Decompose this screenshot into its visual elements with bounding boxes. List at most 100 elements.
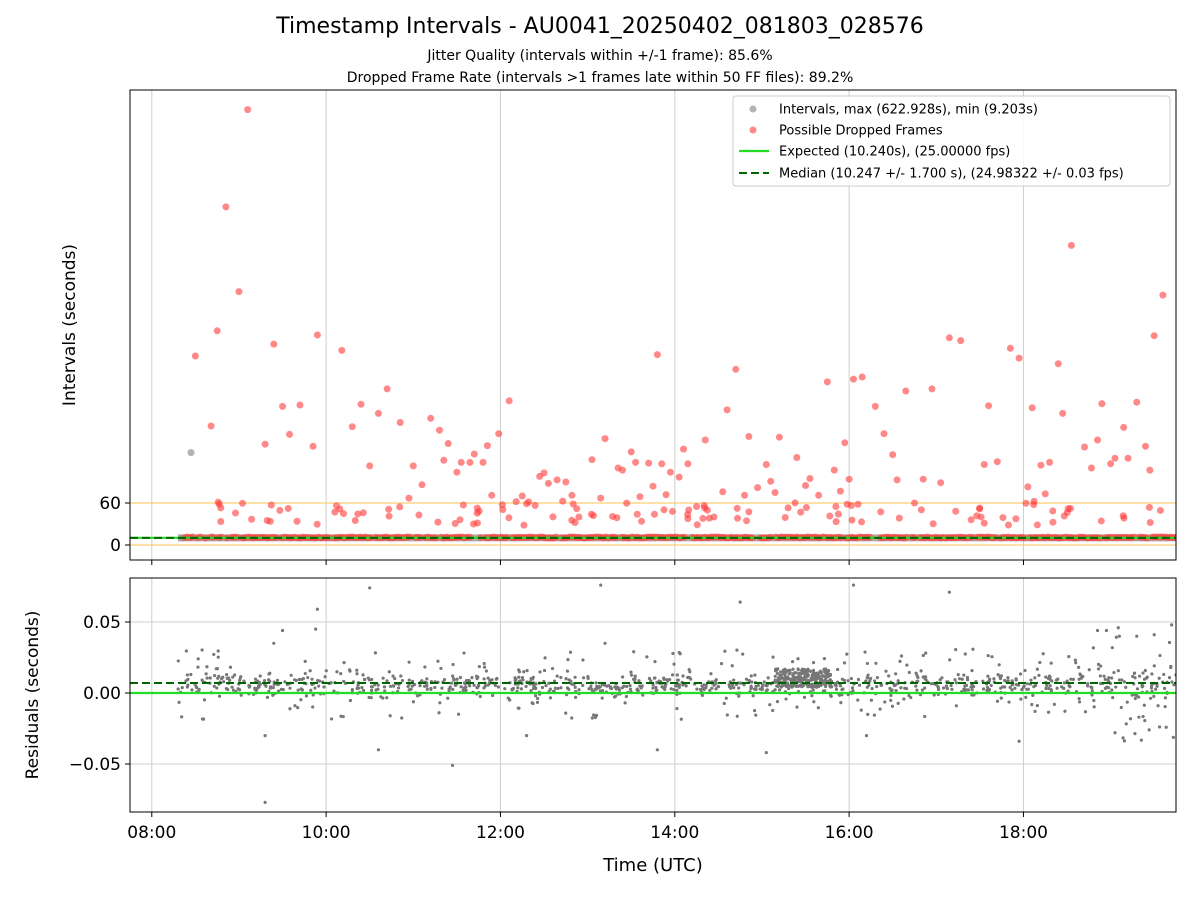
residual-point-343 [533, 694, 538, 698]
dropped-point-115 [1087, 464, 1095, 472]
residual-point-251 [361, 673, 365, 677]
residual-point-736 [391, 684, 396, 688]
residual-point-564 [440, 686, 444, 690]
residual-point-506 [811, 688, 815, 692]
dropped-low-point-69 [531, 501, 539, 509]
residual-point-151 [543, 656, 547, 660]
dropped-point-91 [889, 451, 897, 459]
residual-point-556 [709, 672, 713, 676]
dropped-low-point-42 [832, 518, 840, 526]
residual-point-394 [226, 676, 231, 680]
dropped-point-96 [928, 385, 936, 393]
x-tick-label-16:00: 16:00 [825, 823, 874, 843]
residual-point-851 [1049, 661, 1053, 665]
dropped-low-point-80 [843, 500, 851, 508]
dropped-low-point-37 [505, 514, 513, 522]
residual-point-319 [954, 681, 958, 685]
residual-point-393 [676, 678, 680, 682]
dropped-point-35 [495, 430, 503, 438]
residual-point-308 [355, 672, 359, 676]
residual-point-1077 [765, 688, 769, 692]
residuals-panel: 0.05 0.00 −0.05 08:00 10:00 12:00 14:00 16:00 18… [23, 577, 1177, 876]
residual-point-1281 [787, 672, 791, 676]
residual-point-270 [632, 650, 636, 654]
residual-point-16 [1048, 684, 1052, 688]
residual-point-209 [929, 682, 933, 686]
residual-point-691 [950, 687, 954, 691]
residual-point-562 [590, 716, 594, 720]
residual-point-392 [1018, 672, 1023, 676]
dropped-point-108 [1037, 461, 1045, 469]
dropped-low-point-50 [609, 512, 617, 520]
residual-point-943 [446, 696, 450, 700]
residual-point-159 [1007, 700, 1011, 704]
residual-outlier-21 [1135, 634, 1139, 638]
top-y-axis-label: Intervals (seconds) [60, 244, 80, 406]
dropped-point-2 [235, 288, 243, 296]
dropped-point-41 [540, 469, 548, 477]
dropped-low-point-79 [1064, 505, 1072, 513]
residual-outlier-9 [603, 641, 607, 645]
residual-point-913 [348, 698, 353, 703]
residual-point-263 [981, 687, 986, 691]
residual-point-249 [762, 680, 766, 684]
residual-point-728 [869, 676, 873, 681]
dropped-point-36 [505, 397, 513, 405]
residual-point-764 [267, 672, 271, 676]
dropped-low-point-94 [973, 512, 981, 520]
residual-point-909 [923, 675, 928, 679]
residual-point-144 [1010, 679, 1014, 683]
dropped-point-58 [658, 460, 666, 468]
residual-point-138 [902, 697, 906, 701]
residual-point-329 [915, 688, 919, 692]
residual-point-692 [1022, 684, 1026, 688]
residual-point-1018 [383, 689, 387, 693]
residual-point-630 [1077, 665, 1081, 669]
residual-point-1098 [467, 678, 471, 683]
dropped-point-76 [775, 433, 783, 441]
dropped-point-21 [405, 494, 413, 502]
residual-point-1301 [828, 673, 833, 677]
residual-point-661 [516, 686, 520, 690]
residual-point-143 [265, 695, 270, 699]
residual-point-1157 [775, 671, 779, 675]
dropped-point-103 [993, 458, 1001, 466]
residual-point-560 [1062, 681, 1066, 685]
residual-point-958 [407, 688, 411, 692]
residual-point-231 [350, 688, 355, 692]
residual-point-972 [303, 659, 307, 663]
intervals-axes-frame [129, 89, 1177, 561]
residual-point-837 [570, 716, 574, 720]
residual-point-30 [355, 668, 359, 672]
dropped-low-point-106 [332, 502, 340, 510]
residual-point-680 [966, 688, 971, 692]
residual-point-676 [1154, 687, 1158, 691]
residual-point-1284 [810, 682, 814, 686]
residual-point-649 [1044, 686, 1048, 691]
dropped-point-125 [1150, 332, 1158, 340]
dropped-point-15 [348, 423, 356, 431]
dropped-point-54 [636, 493, 644, 501]
residual-point-462 [812, 700, 816, 704]
dropped-low-point-26 [1022, 499, 1030, 507]
residual-point-197 [633, 674, 637, 678]
dropped-low-point-28 [473, 519, 481, 527]
residual-point-1282 [777, 683, 781, 687]
residual-point-538 [491, 693, 495, 698]
residual-point-1263 [828, 685, 833, 689]
dropped-point-109 [1041, 490, 1049, 498]
dropped-low-point-64 [834, 510, 842, 518]
residual-point-996 [1124, 722, 1128, 726]
residual-point-25 [525, 669, 529, 673]
residual-point-1308 [793, 670, 798, 675]
residual-point-60 [1033, 676, 1037, 680]
dropped-point-97 [937, 479, 945, 487]
residual-point-337 [1130, 693, 1134, 697]
residual-point-606 [670, 673, 675, 677]
dropped-point-12 [313, 331, 321, 339]
residual-point-131 [376, 683, 380, 687]
residual-point-452 [517, 675, 521, 679]
residual-point-1319 [828, 678, 832, 682]
residual-point-766 [222, 680, 226, 684]
residual-point-1289 [813, 679, 818, 683]
